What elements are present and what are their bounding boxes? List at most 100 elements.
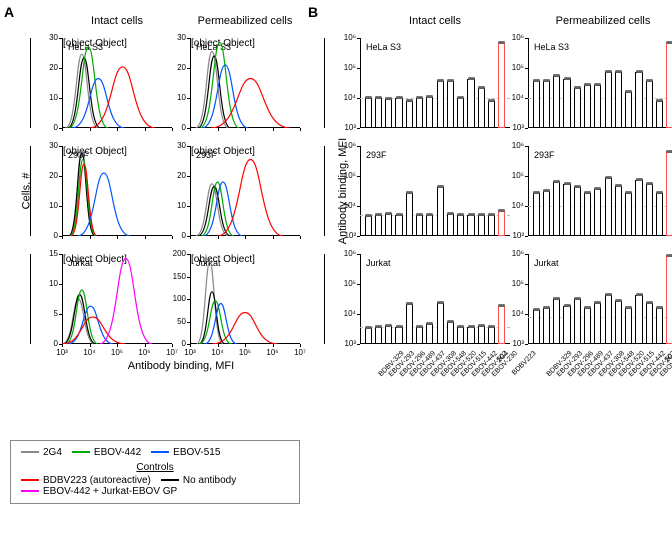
x-tick: 10⁶: [263, 348, 283, 357]
bar: [365, 328, 372, 344]
y-tick: 200: [168, 249, 186, 258]
y-tick: 10⁵: [334, 171, 356, 180]
panel-a-title-intact: Intact cells: [62, 15, 172, 27]
bar: [447, 322, 454, 344]
bar: [406, 304, 413, 345]
y-tick: 10³: [502, 231, 524, 240]
y-tick: 10³: [502, 123, 524, 132]
bar: [594, 85, 601, 128]
panel-a-title-perm: Permeabilized cells: [190, 15, 300, 27]
y-tick: 0: [40, 339, 58, 348]
y-tick: 10⁶: [502, 141, 524, 150]
y-tick: 100: [168, 294, 186, 303]
y-tick: 10⁵: [502, 279, 524, 288]
legend: 2G4EBOV-442EBOV-515ControlsBDBV223 (auto…: [10, 440, 300, 504]
bar: [426, 97, 433, 129]
y-tick: 0: [40, 231, 58, 240]
y-tick: 20: [168, 63, 186, 72]
x-tick: 10⁷: [162, 348, 182, 357]
x-tick: 10⁴: [80, 348, 100, 357]
bar: [543, 191, 550, 236]
bar: [375, 327, 382, 344]
bar: [543, 81, 550, 128]
cell-line-label: Jurkat: [366, 258, 391, 268]
bar: [406, 193, 413, 236]
bar: [385, 326, 392, 344]
y-tick: 20: [168, 171, 186, 180]
bar: [625, 308, 632, 344]
bar: [395, 98, 402, 128]
bar: [437, 187, 444, 237]
bar: [478, 88, 485, 129]
panel-b-title-intact: Intact cells: [360, 15, 510, 27]
bar: [584, 193, 591, 236]
bar: [605, 178, 612, 236]
panel-a-label: A: [4, 4, 14, 20]
bar: [488, 327, 495, 344]
bar: [478, 215, 485, 236]
legend-label: EBOV-515: [173, 447, 220, 458]
y-tick: 10⁶: [334, 33, 356, 42]
y-tick: 10⁴: [334, 309, 356, 318]
bar: [365, 216, 372, 236]
legend-label: EBOV-442 + Jurkat-EBOV GP: [43, 486, 177, 497]
bar: [533, 193, 540, 236]
y-tick: 10⁵: [502, 171, 524, 180]
legend-label: BDBV223 (autoreactive): [43, 475, 151, 486]
y-tick: 50: [168, 317, 186, 326]
bar: [533, 81, 540, 128]
bar: [375, 215, 382, 236]
x-tick: 10³: [52, 348, 72, 357]
y-tick: 0: [168, 339, 186, 348]
cell-line-label: 293F: [534, 150, 555, 160]
y-tick: 0: [168, 123, 186, 132]
legend-label: 2G4: [43, 447, 62, 458]
bar: [635, 72, 642, 128]
y-tick: 10: [40, 201, 58, 210]
bar: [574, 88, 581, 129]
bar: [385, 99, 392, 128]
x-tick: 10⁷: [290, 348, 310, 357]
bar: [553, 299, 560, 344]
bar: [656, 101, 663, 128]
bar: [416, 327, 423, 344]
panel-a-x-label: Antibody binding, MFI: [62, 360, 300, 372]
bar: [625, 193, 632, 236]
bar: [543, 308, 550, 344]
y-tick: 5: [40, 309, 58, 318]
bar: [498, 43, 505, 129]
y-tick: 10⁵: [334, 63, 356, 72]
y-tick: 15: [40, 249, 58, 258]
bar: [584, 308, 591, 344]
cell-line-label: Jurkat: [534, 258, 559, 268]
bar: [666, 152, 672, 236]
bar: [478, 326, 485, 344]
bar: [375, 98, 382, 128]
panel-b-title-perm: Permeabilized cells: [528, 15, 672, 27]
y-tick: 10⁴: [334, 201, 356, 210]
bar: [365, 98, 372, 128]
y-tick: 30: [168, 141, 186, 150]
bar: [605, 295, 612, 345]
bar: [584, 85, 591, 128]
y-tick: 0: [40, 123, 58, 132]
bar: [426, 215, 433, 236]
bar: [553, 182, 560, 236]
bar: [666, 256, 672, 344]
bar: [615, 186, 622, 236]
bar: [426, 324, 433, 344]
x-tick: 10³: [180, 348, 200, 357]
y-tick: 10: [168, 201, 186, 210]
y-tick: 30: [40, 33, 58, 42]
bar: [615, 301, 622, 344]
bar: [635, 295, 642, 344]
y-tick: 30: [40, 141, 58, 150]
y-tick: 0: [168, 231, 186, 240]
bar: [416, 98, 423, 128]
bar: [656, 193, 663, 236]
bar: [488, 101, 495, 128]
panel-b-label: B: [308, 4, 318, 20]
bar: [457, 215, 464, 236]
y-tick: 10⁴: [502, 93, 524, 102]
bar: [385, 214, 392, 236]
